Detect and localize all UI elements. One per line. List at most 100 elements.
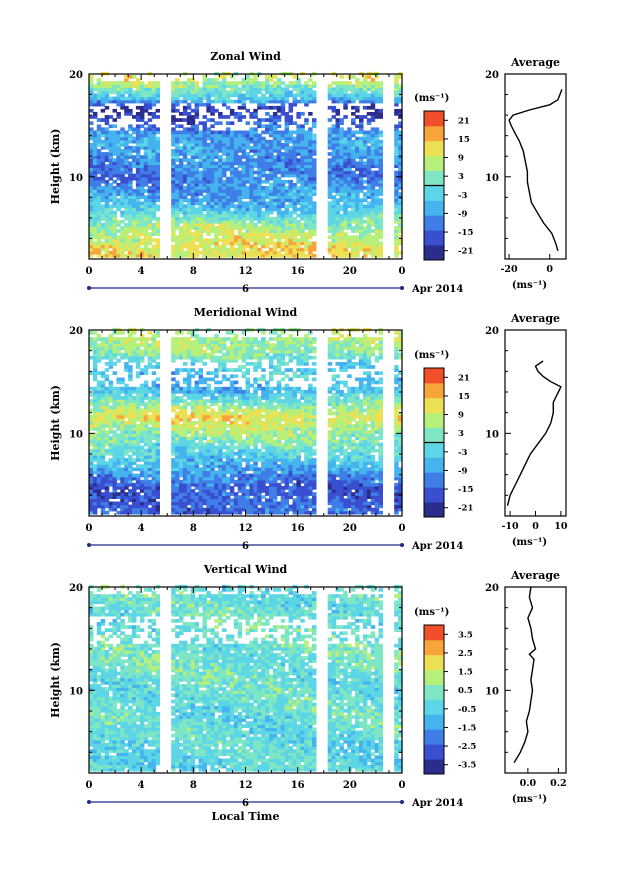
heatmap-cell bbox=[182, 219, 188, 224]
heatmap-cell bbox=[225, 232, 231, 236]
heatmap-cell bbox=[112, 445, 117, 450]
heatmap-cell bbox=[296, 90, 301, 95]
heatmap-cell bbox=[120, 84, 125, 88]
heatmap-cell bbox=[175, 414, 180, 419]
heatmap-cell bbox=[257, 102, 262, 107]
heatmap-cell bbox=[179, 170, 184, 175]
heatmap-cell bbox=[241, 81, 247, 85]
heatmap-cell bbox=[288, 182, 293, 187]
heatmap-cell bbox=[245, 241, 250, 246]
heatmap-cell bbox=[331, 87, 337, 92]
heatmap-cell bbox=[194, 358, 200, 363]
heatmap-cell bbox=[284, 173, 290, 178]
heatmap-cell bbox=[355, 149, 360, 153]
heatmap-cell bbox=[292, 155, 297, 159]
heatmap-cell bbox=[214, 226, 219, 230]
heatmap-cell bbox=[269, 247, 274, 252]
heatmap-cell bbox=[151, 207, 157, 212]
heatmap-cell bbox=[171, 102, 176, 107]
heatmap-cell bbox=[116, 235, 121, 240]
heatmap-cell bbox=[362, 173, 368, 178]
heatmap-cell bbox=[398, 115, 403, 119]
heatmap-cell bbox=[218, 176, 223, 181]
heatmap-cell bbox=[312, 192, 317, 196]
heatmap-cell bbox=[331, 139, 337, 144]
heatmap-cell bbox=[147, 226, 153, 230]
heatmap-cell bbox=[135, 87, 141, 92]
heatmap-cell bbox=[92, 93, 98, 98]
heatmap-cell bbox=[155, 195, 160, 199]
heatmap-cell bbox=[186, 161, 192, 166]
heatmap-cell bbox=[132, 405, 137, 410]
heatmap-cell bbox=[128, 498, 133, 503]
heatmap-cell bbox=[100, 507, 106, 512]
heatmap-cell bbox=[96, 464, 102, 468]
heatmap-cell bbox=[335, 124, 340, 129]
heatmap-cell bbox=[261, 213, 266, 218]
heatmap-cell bbox=[378, 145, 383, 150]
heatmap-cell bbox=[249, 207, 254, 212]
heatmap-cell bbox=[100, 90, 106, 95]
heatmap-cell bbox=[355, 84, 360, 88]
heatmap-cell bbox=[147, 355, 153, 360]
heatmap-cell bbox=[100, 473, 106, 478]
heatmap-cell bbox=[218, 121, 223, 125]
heatmap-cell bbox=[272, 182, 278, 187]
average-y-tick-label: 20 bbox=[485, 70, 499, 81]
heatmap-cell bbox=[214, 176, 219, 181]
heatmap-cell bbox=[135, 145, 141, 150]
heatmap-cell bbox=[280, 108, 286, 113]
colorbar-swatch bbox=[424, 155, 444, 171]
heatmap-cell bbox=[179, 473, 184, 478]
heatmap-cell bbox=[327, 201, 333, 206]
heatmap-cell bbox=[343, 198, 348, 203]
heatmap-cell bbox=[312, 232, 317, 236]
heatmap-cell bbox=[112, 433, 117, 437]
heatmap-cell bbox=[362, 93, 368, 98]
heatmap-cell bbox=[92, 189, 98, 193]
heatmap-cell bbox=[186, 498, 192, 503]
heatmap-cell bbox=[292, 152, 297, 156]
heatmap-cell bbox=[147, 112, 153, 116]
heatmap-cell bbox=[100, 244, 106, 249]
heatmap-cell bbox=[143, 229, 149, 233]
heatmap-cell bbox=[253, 235, 258, 240]
heatmap-cell bbox=[304, 247, 309, 252]
heatmap-cell bbox=[179, 355, 184, 360]
heatmap-cell bbox=[335, 179, 340, 184]
heatmap-cell bbox=[257, 155, 262, 159]
heatmap-cell bbox=[135, 358, 141, 363]
heatmap-cell bbox=[175, 495, 180, 499]
heatmap-cell bbox=[355, 145, 360, 150]
heatmap-cell bbox=[198, 424, 203, 428]
heatmap-cell bbox=[92, 451, 98, 456]
heatmap-cell bbox=[120, 226, 125, 230]
heatmap-cell bbox=[206, 473, 211, 478]
heatmap-cell bbox=[214, 130, 219, 135]
heatmap-cell bbox=[343, 81, 348, 85]
heatmap-cell bbox=[347, 219, 352, 224]
heatmap-cell bbox=[276, 232, 282, 236]
heatmap-cell bbox=[186, 420, 192, 425]
heatmap-cell bbox=[198, 244, 203, 249]
heatmap-cell bbox=[222, 216, 227, 221]
heatmap-cell bbox=[182, 430, 188, 434]
heatmap-cell bbox=[135, 362, 141, 366]
heatmap-cell bbox=[398, 99, 403, 104]
heatmap-cell bbox=[151, 396, 157, 400]
heatmap-cell bbox=[312, 223, 317, 227]
heatmap-cell bbox=[269, 149, 274, 153]
heatmap-cell bbox=[355, 241, 360, 246]
heatmap-cell bbox=[194, 461, 200, 465]
heatmap-cell bbox=[300, 133, 305, 138]
heatmap-cell bbox=[139, 195, 145, 199]
heatmap-cell bbox=[253, 90, 258, 95]
heatmap-cell bbox=[359, 136, 364, 141]
heatmap-cell bbox=[202, 507, 207, 512]
heatmap-cell bbox=[202, 238, 207, 243]
heatmap-cell bbox=[171, 482, 176, 487]
heatmap-cell bbox=[366, 250, 372, 255]
heatmap-cell bbox=[108, 155, 114, 159]
heatmap-cell bbox=[269, 127, 274, 132]
heatmap-cell bbox=[335, 247, 340, 252]
